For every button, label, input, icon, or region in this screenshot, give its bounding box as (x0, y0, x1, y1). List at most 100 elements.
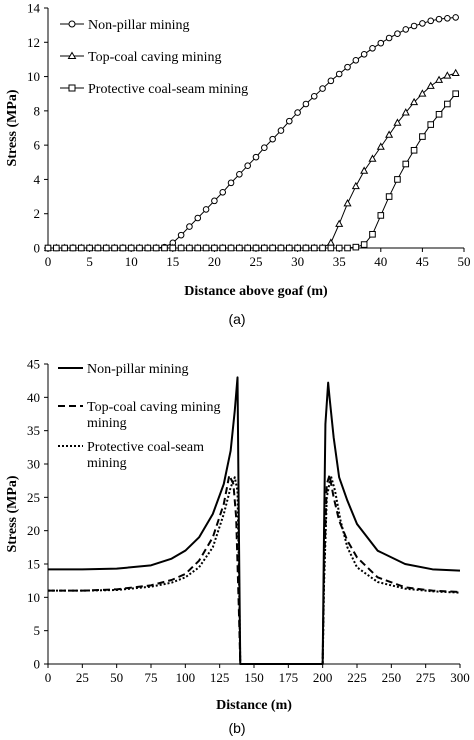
chart-a-y-tick-label: 2 (34, 206, 41, 221)
chart-b-legend-label-1-line-2: mining (87, 416, 127, 431)
chart-a-y-tick-label: 0 (34, 241, 41, 256)
chart-a-y-axis-label: Stress (MPa) (5, 89, 20, 166)
chart-b-series-group (48, 376, 461, 665)
chart-a-point-square (53, 244, 60, 252)
chart-a-point-square (360, 241, 368, 248)
chart-b-legend-item-non-pillar: Non-pillar mining (58, 362, 189, 377)
chart-a-point-circle (369, 44, 376, 52)
chart-a-point-circle (377, 39, 385, 47)
chart-a-point-circle (352, 56, 360, 64)
chart-a-point-circle (344, 63, 351, 71)
chart-a-point-square (435, 110, 443, 118)
chart-a-point-square (144, 244, 152, 252)
chart-b-y-axis-label: Stress (MPa) (5, 475, 20, 552)
chart-a-point-triangle (351, 181, 360, 190)
chart-a-point-square (69, 244, 77, 252)
chart-a-point-circle (310, 92, 318, 100)
chart-b-legend-label-1-line-1: Top-coal caving mining (87, 400, 221, 415)
chart-b-x-tick-label: 0 (45, 670, 52, 685)
chart-a-point-circle (244, 162, 251, 170)
chart-a-point-square (127, 244, 135, 252)
chart-a-point-circle (427, 17, 435, 25)
chart-a-x-tick-label: 5 (86, 254, 93, 269)
chart-a-point-circle (410, 22, 418, 30)
chart-b-y-tick-label: 30 (27, 457, 40, 472)
chart-a-point-square (385, 193, 393, 200)
chart-a-point-square (77, 244, 85, 252)
chart-a-point-triangle (393, 118, 402, 126)
chart-b-y-tick-label: 35 (27, 423, 40, 438)
chart-b-y-tick-label: 45 (27, 357, 40, 372)
chart-a: 0 5 10 15 20 25 30 35 40 45 50 0 2 4 6 8 10 12 14 Distanc… (5, 1, 471, 300)
chart-b-x-tick-label: 225 (347, 670, 367, 685)
chart-a-legend: Non-pillar mining Top-coal caving mining… (60, 18, 248, 97)
chart-a-point-circle (186, 223, 193, 230)
chart-a-point-circle (219, 188, 227, 196)
chart-a-point-square (219, 244, 227, 252)
chart-a-point-square (202, 244, 210, 252)
chart-a-point-square (344, 244, 351, 252)
chart-a-point-square (86, 244, 93, 252)
chart-a-point-square (302, 244, 310, 252)
chart-b-legend-label-1: Top-coal caving mining mining (87, 400, 224, 431)
chart-a-point-circle (419, 20, 426, 27)
chart-a-point-square (285, 244, 293, 252)
chart-a-point-triangle (343, 198, 352, 207)
chart-a-x-axis-label: Distance above goaf (m) (184, 284, 328, 299)
chart-b-x-ticks: 0 25 50 75 100 125 150 175 200 225 250 275 300 (45, 664, 470, 685)
chart-a-point-circle (402, 26, 410, 33)
chart-a-x-tick-label: 35 (333, 254, 346, 269)
chart-a-point-square (244, 244, 251, 252)
chart-b-legend: Non-pillar mining Top-coal caving mining… (58, 362, 224, 471)
chart-a-point-square (310, 244, 318, 252)
chart-a-point-square (352, 243, 360, 251)
chart-a-legend-label-2: Protective coal-seam mining (88, 82, 248, 97)
chart-b-x-tick-label: 300 (450, 670, 470, 685)
chart-a-x-tick-label: 10 (125, 254, 138, 269)
chart-a-point-square (410, 146, 418, 154)
chart-a-point-triangle (434, 75, 444, 83)
chart-a-legend-marker-square (68, 84, 76, 92)
chart-b-y-tick-label: 40 (27, 390, 40, 405)
chart-a-series-line-2 (48, 93, 457, 249)
chart-a-point-triangle (426, 81, 435, 89)
chart-a-point-square (294, 244, 301, 252)
chart-a-x-tick-label: 25 (250, 254, 263, 269)
chart-a-point-square (402, 160, 410, 168)
chart-a-point-triangle (443, 71, 452, 79)
chart-a-point-circle (452, 14, 459, 21)
chart-a-point-square (327, 244, 335, 252)
chart-a-point-circle (227, 179, 235, 187)
chart-a-point-square (211, 244, 218, 252)
chart-a-legend-label-1: Top-coal caving mining (88, 50, 222, 65)
chart-a-point-square (44, 244, 52, 252)
chart-a-point-triangle (326, 238, 335, 246)
chart-a-point-square (111, 244, 118, 252)
chart-b: 0 25 50 75 100 125 150 175 200 225 250 275 300 0 5 10 1… (5, 357, 470, 714)
chart-a-y-ticks: 0 2 4 6 8 10 12 14 (27, 1, 48, 256)
chart-b-series-line-1 (48, 474, 461, 665)
chart-a-point-square (335, 244, 343, 252)
chart-a-x-tick-label: 45 (416, 254, 429, 269)
chart-a-point-circle (211, 197, 218, 205)
chart-b-x-axis-label: Distance (m) (216, 698, 292, 713)
chart-a-point-square (444, 100, 451, 108)
chart-a-point-square (194, 244, 202, 252)
chart-a-point-square (277, 244, 285, 252)
chart-a-point-circle (435, 15, 443, 23)
chart-a-point-square (169, 244, 177, 252)
chart-b-x-tick-label: 200 (313, 670, 333, 685)
chart-a-point-square (427, 121, 435, 128)
chart-a-point-circle (261, 144, 268, 152)
chart-a-point-square (177, 244, 185, 252)
chart-a-x-tick-label: 40 (374, 254, 387, 269)
chart-a-point-square (369, 230, 376, 238)
chart-b-legend-item-protective: Protective coal-seam mining (58, 440, 204, 471)
chart-a-legend-item-protective: Protective coal-seam mining (60, 82, 248, 97)
chart-a-point-square (227, 244, 235, 252)
chart-a-point-triangle (418, 89, 427, 97)
chart-a-point-square (377, 212, 385, 219)
chart-a-point-circle (394, 30, 401, 38)
chart-a-point-circle (302, 100, 310, 108)
